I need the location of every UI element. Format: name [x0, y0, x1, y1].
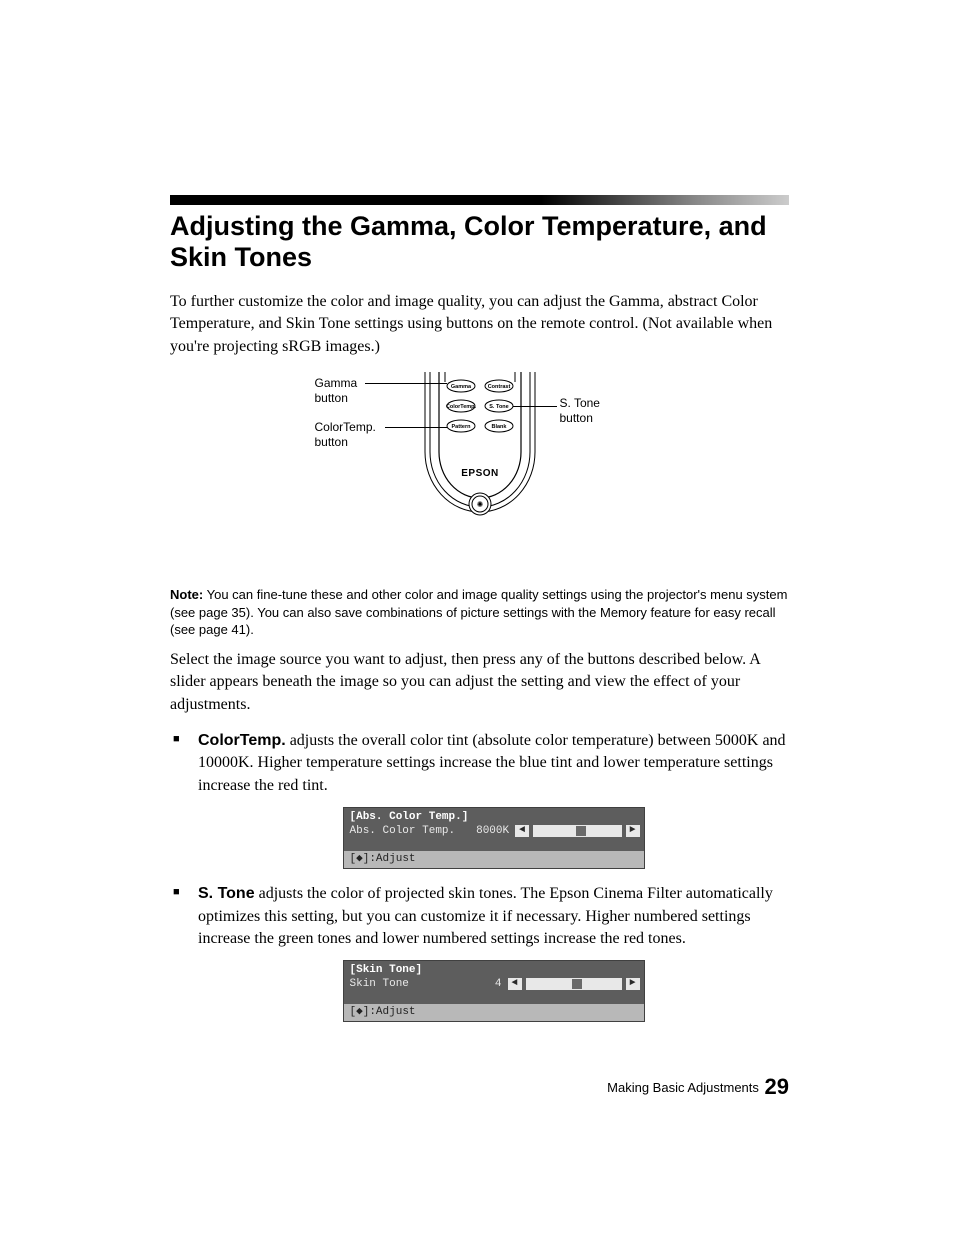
osd-head-colortemp: [Abs. Color Temp.] — [344, 808, 644, 823]
osd-label-colortemp: Abs. Color Temp. — [350, 826, 456, 837]
arrow-right-icon: ► — [626, 825, 640, 837]
section-header-bar — [170, 195, 789, 205]
osd-colortemp: [Abs. Color Temp.] Abs. Color Temp. 8000… — [343, 807, 645, 869]
note-paragraph: Note: You can fine-tune these and other … — [170, 586, 789, 639]
page-number: 29 — [765, 1074, 789, 1099]
callout-gamma: Gamma button — [315, 376, 385, 406]
light-icon: ✺ — [476, 500, 483, 509]
bullet-stone: S. Tone adjusts the color of projected s… — [170, 883, 789, 1022]
desc-colortemp: adjusts the overall color tint (absolute… — [198, 732, 786, 794]
remote-diagram: Gamma Contrast ColorTemp. S. Tone Patter… — [330, 372, 630, 572]
osd-help-skintone: [◆]:Adjust — [344, 1004, 644, 1021]
remote-button-stone: S. Tone — [489, 404, 508, 410]
arrow-left-icon: ◄ — [515, 825, 529, 837]
remote-button-contrast: Contrast — [487, 384, 510, 390]
slider-thumb-colortemp — [576, 826, 586, 836]
note-body: You can fine-tune these and other color … — [170, 587, 787, 637]
arrow-left-icon: ◄ — [508, 978, 522, 990]
slider-track-skintone — [526, 978, 622, 990]
manual-page: Adjusting the Gamma, Color Temperature, … — [0, 0, 954, 1235]
slider-thumb-skintone — [572, 979, 582, 989]
osd-skintone: [Skin Tone] Skin Tone 4 ◄ ► [◆]:Adjust — [343, 960, 645, 1022]
desc-stone: adjusts the color of projected skin tone… — [198, 885, 773, 947]
remote-button-pattern: Pattern — [451, 424, 471, 430]
callout-colortemp: ColorTemp. button — [315, 420, 395, 450]
callout-stone: S. Tone button — [560, 396, 620, 426]
intro-paragraph: To further customize the color and image… — [170, 291, 789, 358]
osd-row-colortemp: Abs. Color Temp. 8000K ◄ ► — [344, 823, 644, 843]
slider-track-colortemp — [533, 825, 621, 837]
arrow-right-icon: ► — [626, 978, 640, 990]
remote-illustration: Gamma Contrast ColorTemp. S. Tone Patter… — [415, 372, 545, 572]
osd-head-skintone: [Skin Tone] — [344, 961, 644, 976]
osd-value-colortemp: 8000K — [459, 826, 511, 837]
remote-button-blank: Blank — [491, 424, 507, 430]
epson-logo: EPSON — [461, 468, 499, 479]
osd-row-skintone: Skin Tone 4 ◄ ► — [344, 976, 644, 996]
page-title: Adjusting the Gamma, Color Temperature, … — [170, 211, 789, 273]
note-label: Note: — [170, 587, 203, 602]
term-colortemp: ColorTemp. — [198, 732, 286, 749]
adjustment-list: ColorTemp. adjusts the overall color tin… — [170, 730, 789, 1022]
page-footer: Making Basic Adjustments 29 — [607, 1074, 789, 1100]
remote-button-colortemp: ColorTemp. — [445, 404, 476, 410]
footer-section: Making Basic Adjustments — [607, 1080, 759, 1095]
remote-button-gamma: Gamma — [450, 384, 471, 390]
bullet-colortemp: ColorTemp. adjusts the overall color tin… — [170, 730, 789, 869]
osd-label-skintone: Skin Tone — [350, 979, 448, 990]
osd-value-skintone: 4 — [452, 979, 504, 990]
term-stone: S. Tone — [198, 885, 255, 902]
osd-help-colortemp: [◆]:Adjust — [344, 851, 644, 868]
select-paragraph: Select the image source you want to adju… — [170, 649, 789, 716]
